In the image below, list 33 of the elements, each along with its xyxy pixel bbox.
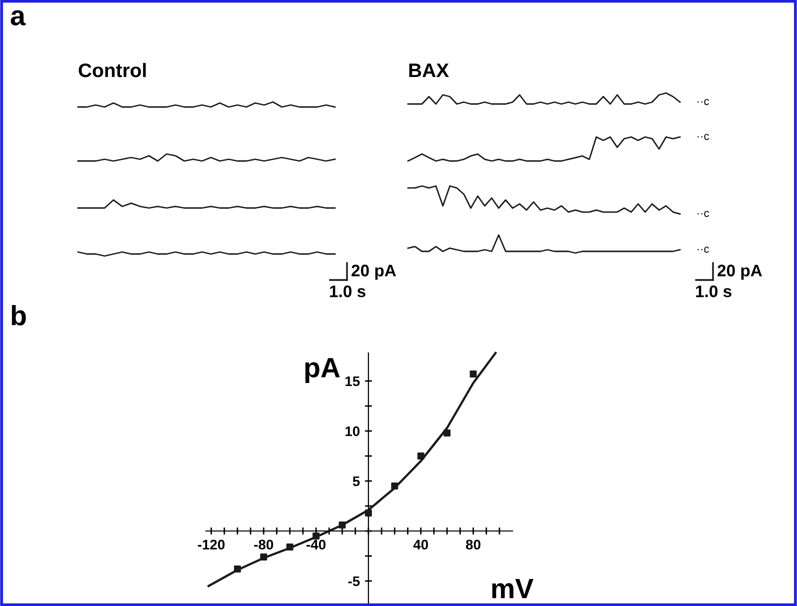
y-tick-label: 15 (346, 376, 360, 386)
text: 1.0 s (696, 285, 732, 298)
point (444, 430, 451, 436)
chart-title: Control (78, 62, 146, 78)
point (338, 522, 346, 528)
text: 1.0 s (330, 285, 366, 298)
y-tick-label: 5 (352, 476, 360, 486)
text: 20 pA (352, 264, 396, 280)
text: ··c (698, 99, 709, 106)
x-axis-title: mV (492, 579, 534, 598)
point (234, 566, 241, 572)
text: b (12, 305, 26, 326)
x-tick-label: 40 (413, 540, 428, 550)
x-tick-label: -120 (198, 540, 225, 550)
point (286, 544, 294, 550)
x-tick-label: -80 (254, 540, 274, 550)
x-tick-label: 80 (466, 540, 480, 550)
y-axis-title: pA (305, 358, 340, 383)
y-tick-label: -5 (348, 576, 360, 586)
chart-title: BAX (409, 64, 449, 78)
y-tick-label: 10 (346, 426, 360, 436)
point (417, 452, 424, 460)
point (364, 510, 372, 516)
x-tick-label: -40 (306, 540, 326, 550)
point (260, 554, 268, 560)
text: 20 pA (718, 264, 762, 280)
point (312, 532, 320, 540)
text: ··c (698, 134, 709, 140)
text: ··c (698, 246, 709, 253)
point (391, 482, 398, 490)
text: a (10, 10, 26, 26)
point (470, 370, 477, 378)
text: ··c (698, 210, 709, 217)
